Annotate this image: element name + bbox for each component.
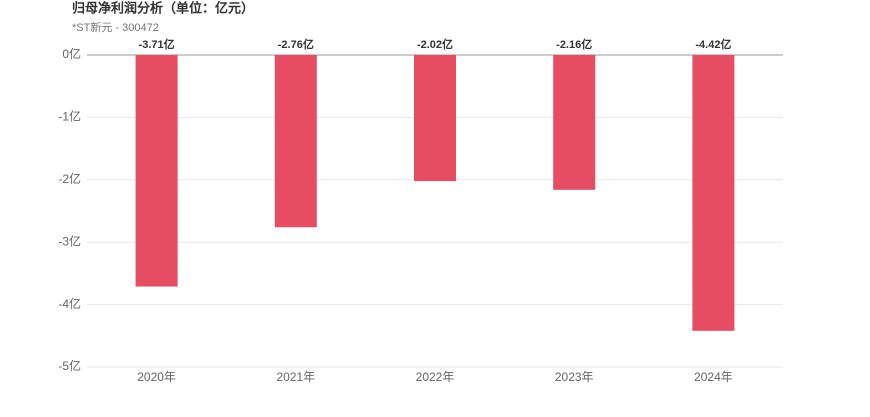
y-tick-label: -2亿 [58, 171, 81, 186]
bar [414, 55, 456, 182]
y-tick-label: -1亿 [58, 109, 81, 124]
chart-title: 归母净利润分析（单位：亿元） [72, 0, 254, 15]
bar [692, 55, 735, 331]
bar [135, 55, 178, 287]
x-tick-label: 2023年 [555, 370, 594, 384]
y-tick-label: -4亿 [58, 296, 81, 311]
y-tick-label: -5亿 [58, 358, 81, 373]
value-label: -3.71亿 [139, 37, 175, 51]
value-label: -4.42亿 [695, 37, 731, 51]
x-tick-label: 2020年 [137, 370, 176, 384]
bar [274, 55, 317, 228]
x-tick-label: 2021年 [276, 370, 315, 384]
value-label: -2.16亿 [556, 37, 592, 51]
bar [553, 55, 596, 190]
y-tick-label: 0亿 [62, 46, 81, 61]
y-tick-label: -3亿 [58, 233, 81, 248]
x-tick-label: 2022年 [416, 370, 455, 384]
chart-subtitle: *ST新元 - 300472 [72, 20, 159, 34]
x-tick-label: 2024年 [694, 370, 733, 384]
value-label: -2.02亿 [417, 37, 453, 51]
value-label: -2.76亿 [278, 37, 314, 51]
